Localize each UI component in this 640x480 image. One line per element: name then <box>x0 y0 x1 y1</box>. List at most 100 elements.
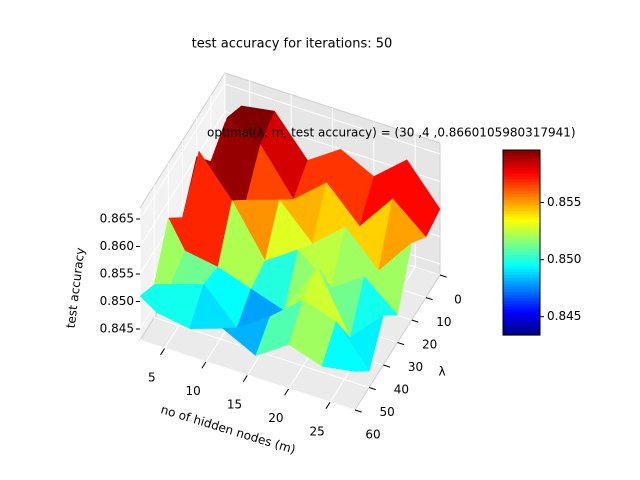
colorbar-segment <box>503 256 540 261</box>
colorbar-segment <box>503 262 540 267</box>
colorbar-segment <box>503 199 540 203</box>
colorbar-segment <box>503 323 540 327</box>
z-tick-label: 0.865 <box>100 212 134 226</box>
colorbar-segment <box>503 236 540 241</box>
z-axis-label: test accuracy <box>64 247 88 329</box>
colorbar-segment <box>503 282 540 287</box>
x-tick-label: 15 <box>227 398 242 412</box>
grid-line <box>139 111 226 247</box>
colorbar-segment <box>503 155 540 160</box>
colorbar-segment <box>503 225 540 229</box>
colorbar-segment <box>503 271 540 275</box>
colorbar-segment <box>503 207 540 212</box>
tick-mark <box>369 387 376 391</box>
colorbar-segment <box>503 216 540 220</box>
colorbar-segment <box>503 150 540 154</box>
tick-mark <box>397 342 405 346</box>
colorbar-segment <box>503 196 540 200</box>
colorbar-segment <box>503 167 540 171</box>
surface-cell <box>321 321 370 372</box>
y-tick-label: 50 <box>380 405 395 419</box>
colorbar-segment <box>503 288 540 293</box>
y-tick-label: 0 <box>454 293 462 307</box>
colorbar-segment <box>503 233 540 238</box>
colorbar-segment <box>503 181 540 186</box>
tick-mark <box>325 401 331 409</box>
colorbar-segment <box>503 297 540 301</box>
colorbar-segment <box>503 158 540 163</box>
y-tick-label: 20 <box>422 338 437 352</box>
tick-mark <box>242 374 248 383</box>
colorbar-segment <box>503 173 540 177</box>
tick-mark <box>284 388 290 396</box>
surface <box>139 105 441 372</box>
colorbar-segment <box>503 311 540 316</box>
colorbar-segment <box>503 332 540 336</box>
colorbar-segment <box>503 280 540 284</box>
x-tick-label: 25 <box>310 424 325 438</box>
x-tick-label: 10 <box>186 384 201 398</box>
colorbar-segment <box>503 285 540 290</box>
colorbar-segment <box>503 317 540 322</box>
colorbar-segment <box>503 251 540 255</box>
tick-mark <box>201 361 207 369</box>
y-tick-label: 60 <box>365 428 380 442</box>
colorbar-segment <box>503 219 540 223</box>
colorbar-segment <box>503 329 540 333</box>
x-tick-label: 5 <box>148 371 156 385</box>
tick-mark <box>160 347 166 356</box>
colorbar-segment <box>503 202 540 206</box>
colorbar-tick-label: 0.845 <box>547 309 581 323</box>
colorbar-segment <box>503 308 540 313</box>
colorbar-segment <box>503 176 540 180</box>
colorbar-segment <box>503 314 540 319</box>
tick-mark <box>354 409 362 413</box>
z-tick-label: 0.855 <box>100 267 134 281</box>
colorbar-segment <box>503 193 540 197</box>
colorbar-segment <box>503 170 540 174</box>
colorbar-segment <box>503 259 540 264</box>
colorbar-segment <box>503 300 540 304</box>
colorbar-segment <box>503 164 540 168</box>
colorbar-segment <box>503 326 540 330</box>
grid-line <box>139 339 356 411</box>
colorbar-segment <box>503 152 540 157</box>
annotation: optimal(λ, m, test accuracy) = (30 ,4 ,0… <box>207 126 576 140</box>
grid-line <box>139 83 226 220</box>
colorbar-segment <box>503 239 540 244</box>
z-tick-label: 0.845 <box>100 322 134 336</box>
colorbar-segment <box>503 187 540 192</box>
z-tick-label: 0.850 <box>100 294 134 308</box>
y-tick-label: 10 <box>436 315 451 329</box>
colorbar-segment <box>503 178 540 183</box>
colorbar-segment <box>503 190 540 194</box>
colorbar-segment <box>503 306 540 310</box>
z-tick-label: 0.860 <box>100 239 134 253</box>
colorbar-segment <box>503 161 540 166</box>
tick-mark <box>383 364 391 368</box>
colorbar-segment <box>503 320 540 325</box>
colorbar-segment <box>503 222 540 226</box>
colorbar-tick-label: 0.855 <box>547 195 581 209</box>
y-tick-label: 40 <box>394 383 409 397</box>
tick-mark <box>439 274 447 278</box>
colorbar-segment <box>503 274 540 278</box>
colorbar: 0.845 0.850 0.855 <box>502 149 581 336</box>
colorbar-segment <box>503 265 540 270</box>
colorbar-segment <box>503 248 540 252</box>
colorbar-segment <box>503 242 540 246</box>
colorbar-segment <box>503 245 540 249</box>
colorbar-segment <box>503 294 540 299</box>
colorbar-segment <box>503 230 540 235</box>
colorbar-segment <box>503 303 540 307</box>
y-axis-label: λ <box>438 365 445 379</box>
chart-title: test accuracy for iterations: 50 <box>192 37 393 52</box>
colorbar-segment <box>503 291 540 296</box>
colorbar-frame <box>502 149 541 336</box>
colorbar-segment <box>503 184 540 189</box>
tick-mark <box>425 297 433 301</box>
colorbar-segment <box>503 254 540 258</box>
colorbar-segment <box>503 213 540 218</box>
x-tick-label: 20 <box>268 411 283 425</box>
